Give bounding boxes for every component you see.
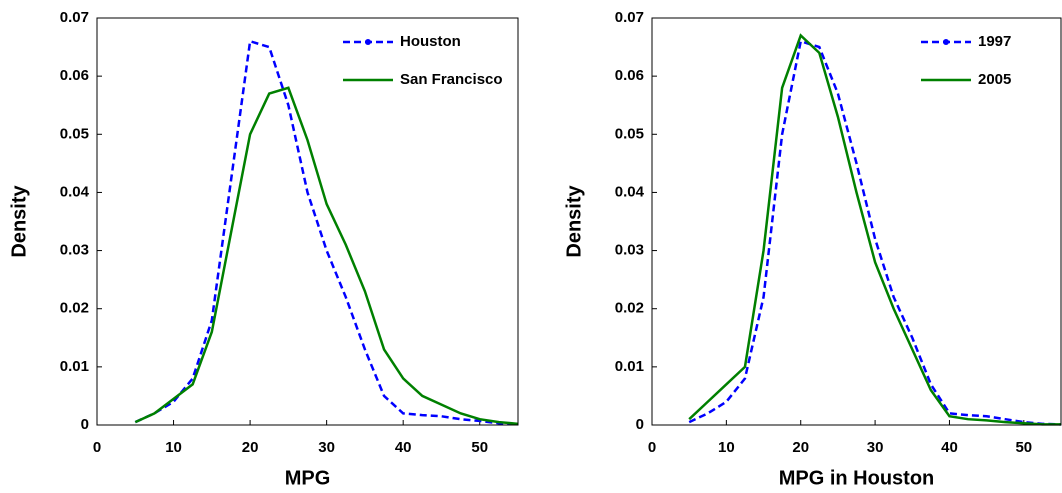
x-tick-label: 10 — [718, 439, 735, 456]
y-axis-label: Density — [8, 185, 30, 258]
x-tick-label: 20 — [242, 439, 259, 456]
x-tick-label: 40 — [395, 439, 412, 456]
plot-frame — [96, 17, 519, 426]
y-tick-label: 0.01 — [60, 358, 89, 375]
x-tick-label: 0 — [93, 439, 101, 456]
y-tick-label: 0.05 — [60, 125, 89, 142]
legend-label: 1997 — [978, 33, 1011, 50]
plot-frame — [651, 17, 1062, 426]
series-line — [688, 33, 1061, 426]
y-tick-label: 0.03 — [60, 242, 89, 259]
x-axis-label: MPG in Houston — [779, 467, 935, 489]
series-line — [134, 86, 519, 426]
y-tick-label: 0.07 — [615, 9, 644, 26]
y-tick-label: 0.02 — [615, 300, 644, 317]
x-tick-label: 50 — [1015, 439, 1032, 456]
y-tick-label: 0.03 — [615, 242, 644, 259]
y-tick-label: 0.02 — [60, 300, 89, 317]
x-tick-label: 30 — [318, 439, 335, 456]
legend-label: Houston — [400, 33, 461, 50]
y-tick-label: 0.04 — [60, 183, 90, 200]
x-tick-label: 20 — [792, 439, 809, 456]
y-tick-label: 0.06 — [615, 67, 644, 84]
legend-marker — [365, 39, 371, 45]
x-axis-label: MPG — [285, 467, 331, 489]
series-line — [688, 39, 1062, 426]
x-tick-label: 30 — [867, 439, 884, 456]
y-tick-label: 0.04 — [615, 183, 645, 200]
legend-marker — [943, 39, 949, 45]
x-tick-label: 40 — [941, 439, 958, 456]
y-tick-label: 0.07 — [60, 9, 89, 26]
legend-label: 2005 — [978, 71, 1011, 88]
x-tick-label: 0 — [648, 439, 656, 456]
y-tick-label: 0.01 — [615, 358, 644, 375]
y-tick-label: 0 — [636, 416, 644, 433]
y-tick-label: 0 — [81, 416, 89, 433]
series-line — [134, 39, 519, 426]
x-tick-label: 50 — [471, 439, 488, 456]
legend-label: San Francisco — [400, 71, 503, 88]
y-tick-label: 0.06 — [60, 67, 89, 84]
y-tick-label: 0.05 — [615, 125, 644, 142]
y-axis-label: Density — [563, 185, 585, 258]
x-tick-label: 10 — [165, 439, 182, 456]
